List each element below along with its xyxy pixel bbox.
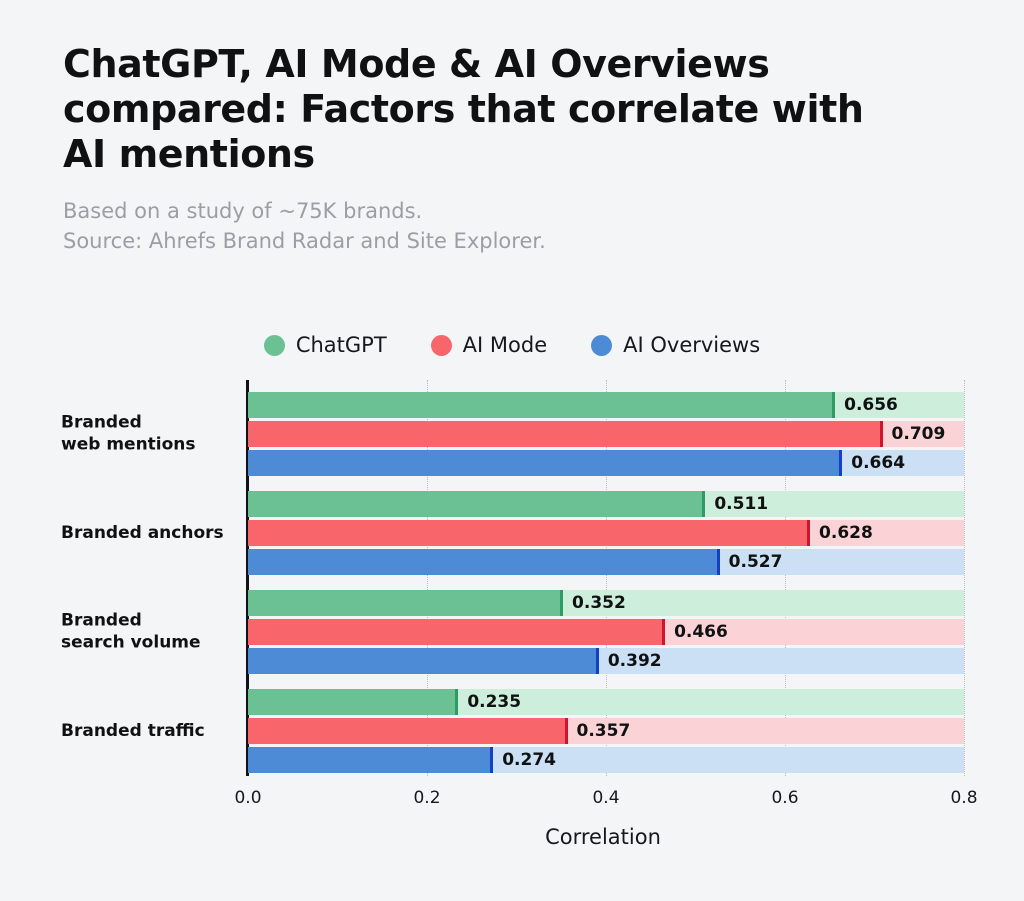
category-label: Branded traffic (61, 720, 205, 741)
bar-fill (248, 520, 811, 546)
bar-value-label: 0.709 (891, 424, 946, 444)
legend-swatch-icon (430, 334, 452, 356)
plot-area: 0.656 0.709 0.664 Branded web mentions 0.511… (61, 380, 978, 808)
legend-item-label: ChatGPT (295, 333, 387, 357)
bar-value-label: 0.656 (844, 395, 898, 415)
bar-value-label: 0.527 (728, 552, 783, 572)
category-label: Branded anchors (61, 522, 224, 543)
bar-row[interactable]: 0.235 (248, 689, 964, 715)
legend-item-chatgpt[interactable]: ChatGPT (263, 333, 387, 357)
bar-value-label: 0.357 (576, 721, 631, 741)
bar-row[interactable]: 0.664 (248, 450, 964, 476)
bar-fill (248, 648, 599, 674)
bar-fill (248, 421, 883, 447)
bar-value-label: 0.235 (467, 692, 522, 712)
bar-end-cap (702, 491, 706, 517)
bar-fill (248, 549, 720, 575)
bar-end-cap (832, 392, 836, 418)
bar-end-cap (595, 648, 599, 674)
bar-value-label: 0.628 (819, 523, 873, 543)
bar-fill (248, 689, 459, 715)
bar-end-cap (807, 520, 811, 546)
bar-row[interactable]: 0.628 (248, 520, 964, 546)
x-axis-tick-label: 0.0 (234, 788, 262, 808)
bar-row[interactable]: 0.709 (248, 421, 964, 447)
bar-value-label: 0.664 (851, 453, 906, 473)
bar-row[interactable]: 0.352 (248, 590, 964, 616)
gridline (606, 380, 607, 776)
bar-fill (248, 718, 568, 744)
bar-value-label: 0.392 (607, 651, 662, 671)
bar-end-cap (564, 718, 568, 744)
gridline (964, 380, 965, 776)
x-axis-tick-label: 0.8 (950, 788, 978, 808)
category-label: Branded web mentions (61, 412, 196, 455)
bar-value-label: 0.466 (674, 622, 728, 642)
bar-end-cap (490, 747, 494, 773)
bar-fill (248, 747, 494, 773)
legend-item-label: AI Mode (462, 333, 548, 357)
bar-row[interactable]: 0.466 (248, 619, 964, 645)
x-axis-tick-label: 0.6 (771, 788, 799, 808)
bar-row[interactable]: 0.357 (248, 718, 964, 744)
legend-item-label: AI Overviews (623, 333, 761, 357)
legend-swatch-icon (263, 334, 285, 356)
bar-fill (248, 590, 564, 616)
bar-value-label: 0.511 (714, 494, 769, 514)
bar-end-cap (662, 619, 666, 645)
legend-swatch-icon (591, 334, 613, 356)
bar-row[interactable]: 0.656 (248, 392, 964, 418)
x-axis-title: Correlation (0, 825, 1024, 849)
bar-end-cap (455, 689, 459, 715)
category-label: Branded search volume (61, 610, 201, 653)
chart-header: ChatGPT, AI Mode & AI Overviews compared… (63, 42, 893, 257)
x-axis-tick-label: 0.4 (592, 788, 620, 808)
gridline (785, 380, 786, 776)
x-axis-title-text: Correlation (545, 825, 661, 849)
bar-row[interactable]: 0.527 (248, 549, 964, 575)
x-axis-tick-label: 0.2 (413, 788, 441, 808)
bar-end-cap (560, 590, 564, 616)
bar-row[interactable]: 0.392 (248, 648, 964, 674)
bar-end-cap (716, 549, 720, 575)
gridline (427, 380, 428, 776)
bar-value-label: 0.274 (502, 750, 556, 770)
chart-legend: ChatGPT AI Mode AI Overviews (0, 333, 1024, 357)
chart-subtitle: Based on a study of ~75K brands. Source:… (63, 198, 546, 254)
legend-item-ai-overviews[interactable]: AI Overviews (591, 333, 760, 357)
bar-fill (248, 491, 706, 517)
bar-end-cap (879, 421, 883, 447)
bar-fill (248, 450, 843, 476)
bar-end-cap (839, 450, 843, 476)
bar-value-label: 0.352 (572, 593, 626, 613)
y-axis-spine (246, 380, 249, 776)
legend-item-ai-mode[interactable]: AI Mode (430, 333, 548, 357)
bar-fill (248, 392, 836, 418)
bar-row[interactable]: 0.274 (248, 747, 964, 773)
bar-fill (248, 619, 666, 645)
bar-row[interactable]: 0.511 (248, 491, 964, 517)
page-title: ChatGPT, AI Mode & AI Overviews compared… (63, 42, 864, 177)
